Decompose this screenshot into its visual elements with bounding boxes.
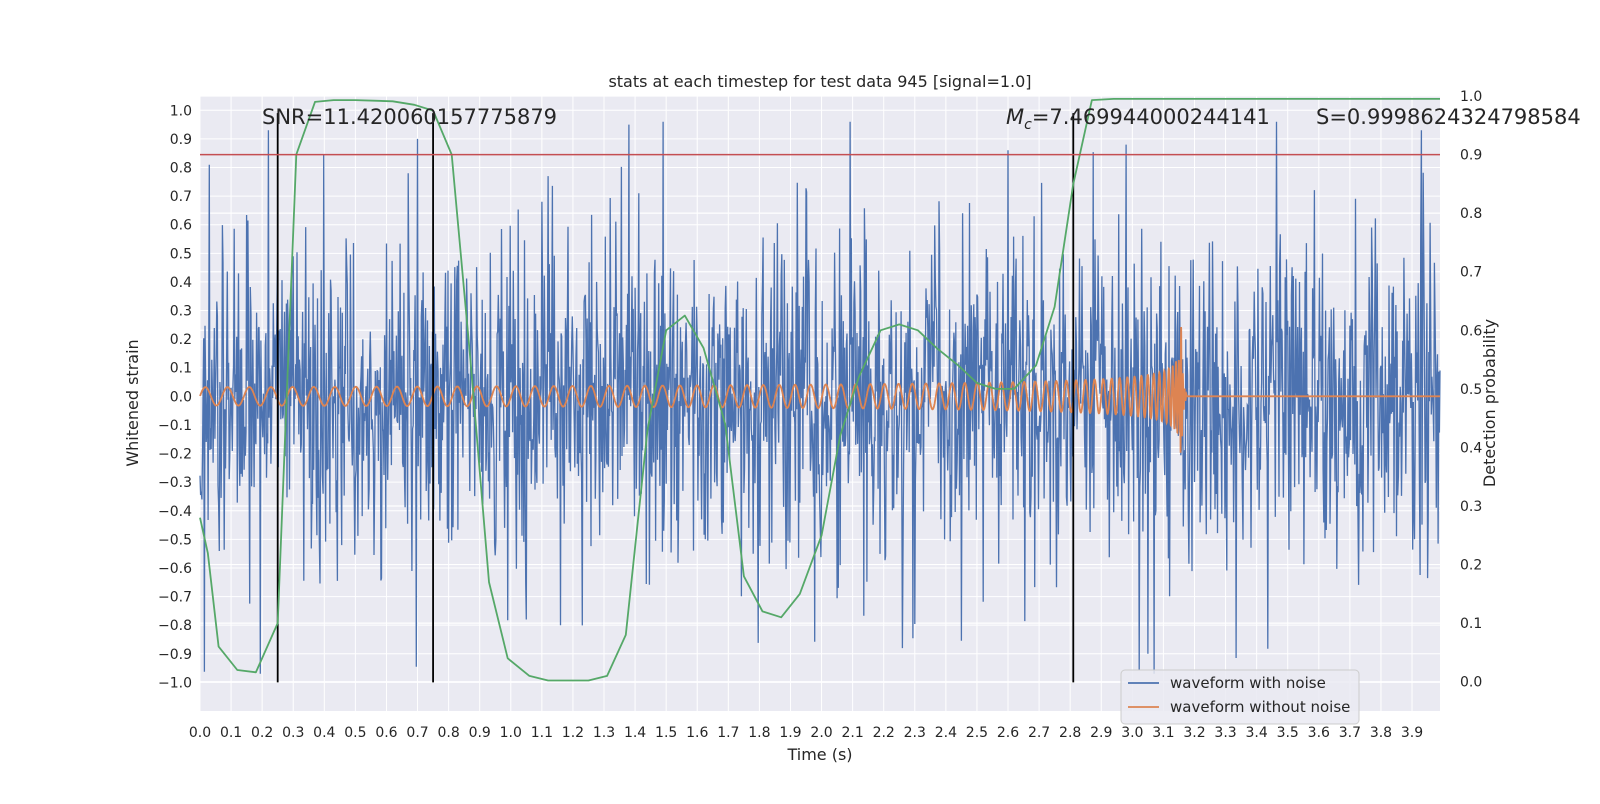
y-tick-label-left: 0.6 (170, 218, 192, 234)
chirp-mass-value: =7.469944000244141 (1032, 105, 1270, 129)
x-tick-label: 1.4 (624, 725, 646, 741)
x-tick-label: 2.5 (966, 725, 988, 741)
y-tick-label-left: 1.0 (170, 103, 192, 119)
x-tick-label: 0.7 (406, 725, 428, 741)
x-tick-label: 3.9 (1401, 725, 1423, 741)
score-annotation: S=0.9998624324798584 (1316, 105, 1581, 129)
x-tick-label: 1.1 (531, 725, 553, 741)
y-tick-label-left: −0.3 (158, 475, 192, 491)
x-tick-label: 0.3 (282, 725, 304, 741)
y-tick-label-left: −0.4 (158, 504, 192, 520)
x-tick-label: 3.4 (1246, 725, 1268, 741)
x-tick-label: 1.6 (686, 725, 708, 741)
x-tick-label: 1.0 (500, 725, 522, 741)
y-tick-label-right: 0.1 (1460, 616, 1482, 632)
snr-annotation: SNR=11.420060157775879 (262, 105, 557, 129)
y-tick-label-right: 0.8 (1460, 206, 1482, 222)
y-tick-label-left: −0.6 (158, 561, 192, 577)
x-tick-label: 0.9 (469, 725, 491, 741)
y-axis-label-right: Detection probability (1480, 319, 1499, 487)
y-tick-label-left: 0.9 (170, 132, 192, 148)
x-tick-label: 2.6 (997, 725, 1019, 741)
y-tick-label-left: 0.2 (170, 332, 192, 348)
y-tick-label-right: 0.3 (1460, 499, 1482, 515)
legend-label-without-noise: waveform without noise (1170, 698, 1350, 716)
y-tick-label-left: −0.8 (158, 618, 192, 634)
x-tick-label: 3.8 (1370, 725, 1392, 741)
x-tick-label: 3.7 (1339, 725, 1361, 741)
y-tick-label-left: −0.9 (158, 647, 192, 663)
x-tick-label: 0.8 (437, 725, 459, 741)
x-tick-label: 2.1 (841, 725, 863, 741)
y-tick-label-left: 0.1 (170, 361, 192, 377)
x-tick-label: 3.6 (1308, 725, 1330, 741)
y-tick-label-left: 0.0 (170, 389, 192, 405)
x-tick-label: 1.9 (779, 725, 801, 741)
y-tick-label-left: 0.5 (170, 246, 192, 262)
y-tick-label-left: 0.3 (170, 304, 192, 320)
series-line-waveform-without-noise (199, 326, 1440, 453)
x-tick-label: 3.2 (1183, 725, 1205, 741)
x-tick-label: 0.0 (189, 725, 211, 741)
chirp-mass-subscript: c (1024, 117, 1032, 133)
tick-layer: 0.0 0.1 0.2 0.3 0.4 0.5 0.6 0.7 0.8 0.9 1.0 1.1 1.2 1… (158, 89, 1482, 741)
x-tick-label: 1.2 (562, 725, 584, 741)
y-tick-label-right: 0.6 (1460, 323, 1482, 339)
data-layer (199, 98, 1441, 683)
x-tick-label: 0.5 (344, 725, 366, 741)
y-tick-label-left: 0.4 (170, 275, 192, 291)
x-tick-label: 0.1 (220, 725, 242, 741)
x-tick-label: 0.6 (375, 725, 397, 741)
y-tick-label-left: −0.1 (158, 418, 192, 434)
y-tick-label-left: −0.5 (158, 532, 192, 548)
y-tick-label-left: 0.8 (170, 161, 192, 177)
y-tick-label-right: 0.5 (1460, 382, 1482, 398)
x-tick-label: 3.0 (1121, 725, 1143, 741)
y-tick-label-right: 0.9 (1460, 148, 1482, 164)
chirp-mass-annotation: Mc=7.469944000244141 (1006, 105, 1270, 133)
y-tick-label-right: 0.0 (1460, 675, 1482, 691)
series-line-detection-probability (199, 98, 1440, 682)
x-tick-label: 1.5 (655, 725, 677, 741)
y-tick-label-left: −0.2 (158, 447, 192, 463)
y-tick-label-left: −0.7 (158, 590, 192, 606)
legend: waveform with noise waveform without noi… (1120, 669, 1360, 725)
x-tick-label: 2.3 (904, 725, 926, 741)
y-axis-label-left: Whitened strain (123, 339, 142, 466)
x-tick-label: 2.2 (873, 725, 895, 741)
x-tick-label: 2.9 (1090, 725, 1112, 741)
series-line-waveform-with-noise (199, 121, 1441, 674)
x-tick-label: 0.4 (313, 725, 335, 741)
y-tick-label-right: 0.2 (1460, 558, 1482, 574)
y-tick-label-right: 0.4 (1460, 440, 1482, 456)
x-axis-label: Time (s) (786, 745, 852, 764)
chirp-mass-symbol: M (1006, 105, 1024, 129)
legend-label-with-noise: waveform with noise (1170, 674, 1326, 692)
x-tick-label: 1.7 (717, 725, 739, 741)
x-tick-label: 1.3 (593, 725, 615, 741)
legend-box (1120, 669, 1360, 725)
y-tick-label-left: −1.0 (158, 675, 192, 691)
x-tick-label: 1.8 (748, 725, 770, 741)
chart-title: stats at each timestep for test data 945… (608, 72, 1031, 91)
y-tick-label-right: 0.7 (1460, 265, 1482, 281)
y-tick-label-left: 0.7 (170, 189, 192, 205)
x-tick-label: 2.4 (935, 725, 957, 741)
x-tick-label: 2.0 (810, 725, 832, 741)
x-tick-label: 2.7 (1028, 725, 1050, 741)
x-tick-label: 2.8 (1059, 725, 1081, 741)
x-tick-label: 0.2 (251, 725, 273, 741)
x-tick-label: 3.1 (1152, 725, 1174, 741)
x-tick-label: 3.3 (1214, 725, 1236, 741)
x-tick-label: 3.5 (1277, 725, 1299, 741)
y-tick-label-right: 1.0 (1460, 89, 1482, 105)
